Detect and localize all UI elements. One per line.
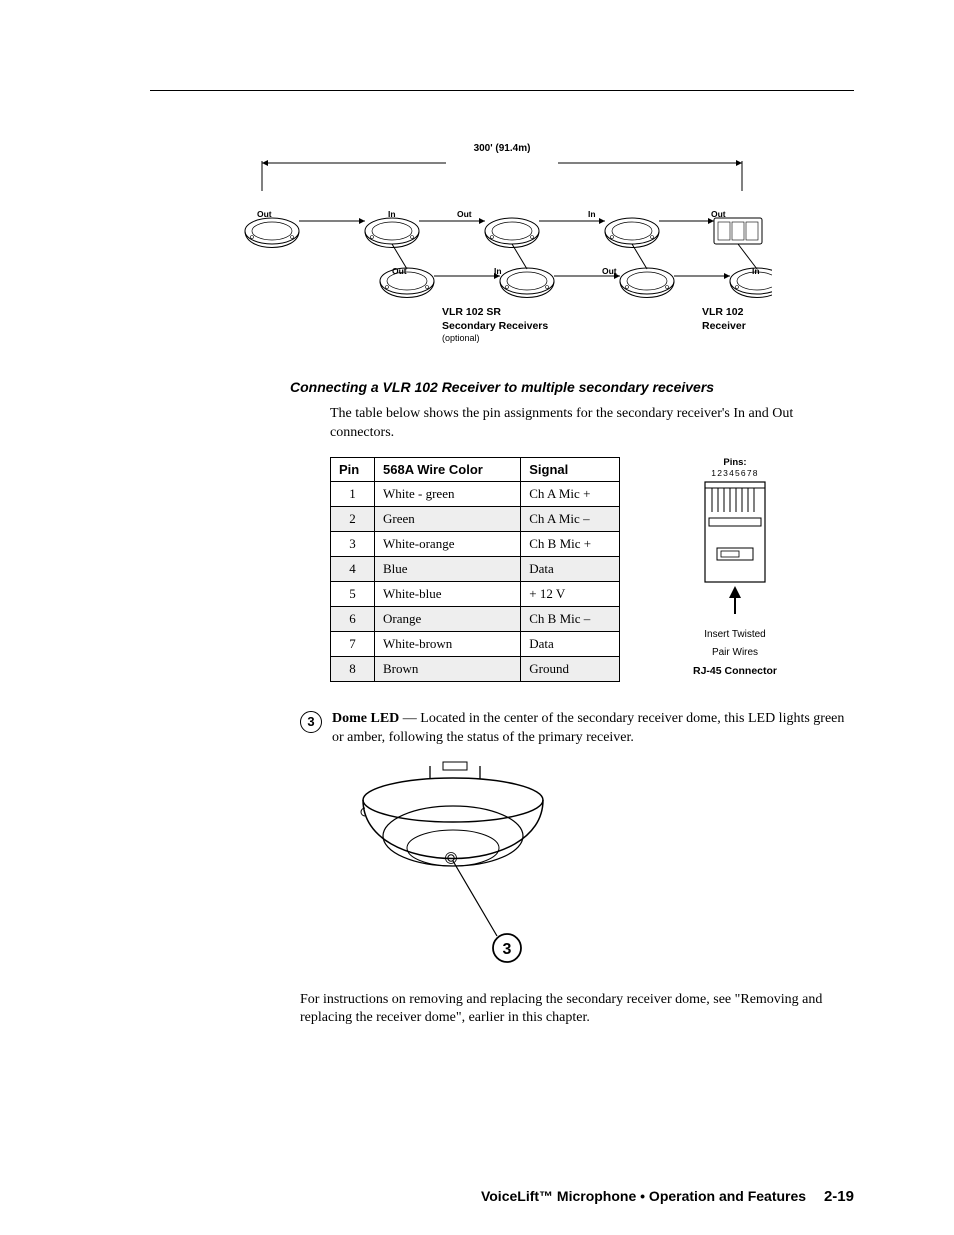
rj45-figure: Pins: 12345678 xyxy=(670,457,800,677)
pin-cell: 5 xyxy=(331,581,375,606)
page-footer: VoiceLift™ Microphone • Operation and Fe… xyxy=(481,1188,854,1205)
distance-label: 300' (91.4m) xyxy=(232,143,772,154)
top-rule xyxy=(150,90,854,91)
signal-cell: Data xyxy=(521,631,620,656)
rj45-title: RJ-45 Connector xyxy=(670,665,800,677)
rj45-svg xyxy=(695,478,775,618)
signal-cell: Ch B Mic + xyxy=(521,531,620,556)
color-cell: Green xyxy=(375,506,521,531)
io-out: Out xyxy=(457,209,472,219)
signal-cell: Ground xyxy=(521,656,620,681)
color-cell: White - green xyxy=(375,481,521,506)
color-cell: White-orange xyxy=(375,531,521,556)
pin-cell: 6 xyxy=(331,606,375,631)
color-cell: Orange xyxy=(375,606,521,631)
io-out: Out xyxy=(257,209,272,219)
color-cell: White-brown xyxy=(375,631,521,656)
callout-text: Dome LED — Located in the center of the … xyxy=(332,710,854,748)
signal-cell: Ch A Mic + xyxy=(521,481,620,506)
rj45-pins-label: Pins: xyxy=(670,457,800,468)
pin-cell: 7 xyxy=(331,631,375,656)
th-color: 568A Wire Color xyxy=(375,457,521,481)
rj45-pins-nums: 12345678 xyxy=(670,468,800,478)
io-in: In xyxy=(494,266,502,276)
closing-paragraph: For instructions on removing and replaci… xyxy=(300,991,844,1029)
io-out: Out xyxy=(392,266,407,276)
section-heading: Connecting a VLR 102 Receiver to multipl… xyxy=(290,379,854,395)
signal-cell: Data xyxy=(521,556,620,581)
pin-assignment-table: Pin 568A Wire Color Signal 1White - gree… xyxy=(330,457,620,682)
signal-cell: Ch A Mic – xyxy=(521,506,620,531)
th-pin: Pin xyxy=(331,457,375,481)
receiver-chain-diagram: 300' (91.4m) Out In Out In Out Out In Ou… xyxy=(232,131,772,361)
primary-group-label: VLR 102 Receiver xyxy=(702,306,746,333)
signal-cell: + 12 V xyxy=(521,581,620,606)
io-in: In xyxy=(588,209,596,219)
th-signal: Signal xyxy=(521,457,620,481)
callout-number: 3 xyxy=(300,711,322,733)
io-in: In xyxy=(388,209,396,219)
io-out: Out xyxy=(711,209,726,219)
footer-page: 2-19 xyxy=(824,1188,854,1205)
footer-text: VoiceLift™ Microphone • Operation and Fe… xyxy=(481,1188,806,1204)
secondary-group-label: VLR 102 SR Secondary Receivers (optional… xyxy=(442,306,548,343)
dome-callout-num: 3 xyxy=(503,941,512,958)
color-cell: Brown xyxy=(375,656,521,681)
signal-cell: Ch B Mic – xyxy=(521,606,620,631)
io-in: In xyxy=(752,266,760,276)
callout-rest: — Located in the center of the secondary… xyxy=(332,711,844,745)
pin-cell: 3 xyxy=(331,531,375,556)
pin-cell: 8 xyxy=(331,656,375,681)
color-cell: White-blue xyxy=(375,581,521,606)
rj45-insert-2: Pair Wires xyxy=(670,647,800,659)
pin-cell: 2 xyxy=(331,506,375,531)
intro-paragraph: The table below shows the pin assignment… xyxy=(330,405,844,443)
io-out: Out xyxy=(602,266,617,276)
pin-cell: 1 xyxy=(331,481,375,506)
color-cell: Blue xyxy=(375,556,521,581)
pin-cell: 4 xyxy=(331,556,375,581)
rj45-insert-1: Insert Twisted xyxy=(670,629,800,641)
callout-lead: Dome LED xyxy=(332,711,399,726)
dome-led-figure: 3 xyxy=(335,758,854,973)
